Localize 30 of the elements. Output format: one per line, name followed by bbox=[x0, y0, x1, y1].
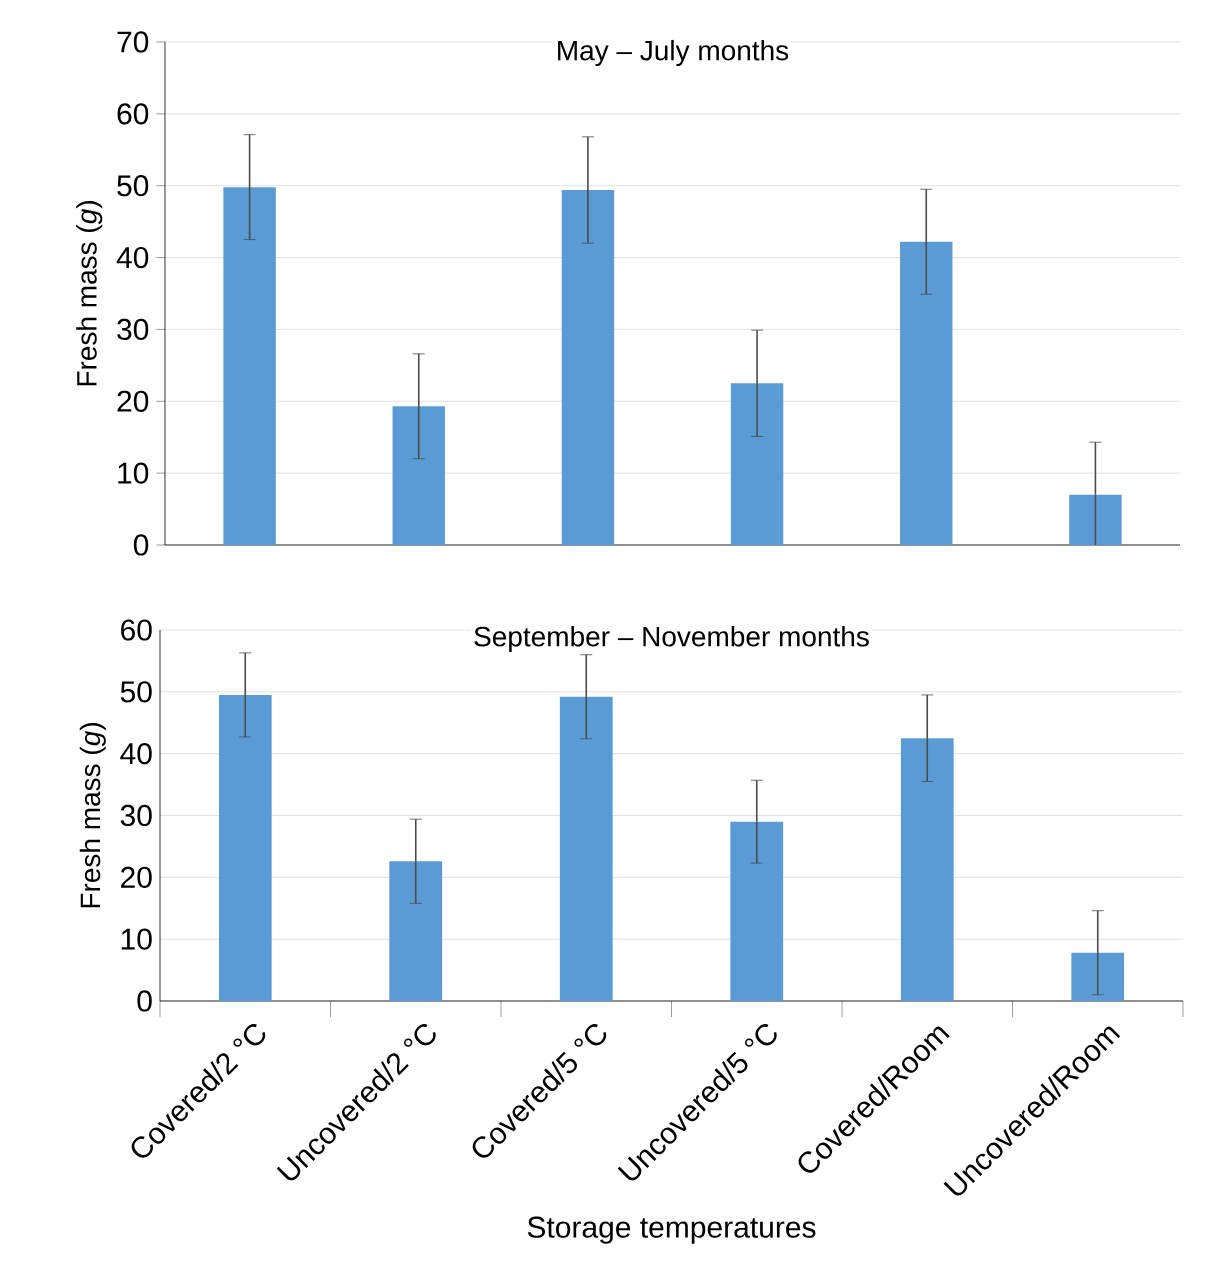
y-tick-label: 30 bbox=[120, 804, 152, 827]
x-axis-title: Storage temperatures bbox=[527, 1216, 816, 1244]
bar bbox=[218, 694, 272, 1001]
y-tick-label: 50 bbox=[117, 175, 149, 197]
y-axis-title: Fresh mass (g) bbox=[79, 723, 106, 908]
y-tick-label: 10 bbox=[118, 462, 149, 484]
y-tick-label: 20 bbox=[121, 866, 152, 888]
y-tick-label: 60 bbox=[117, 103, 149, 125]
y-tick-label: 30 bbox=[117, 318, 149, 341]
chart-title: May – July months bbox=[558, 39, 789, 67]
y-tick-label: 40 bbox=[116, 246, 149, 269]
bar bbox=[559, 696, 613, 1001]
y-tick-label: 0 bbox=[137, 990, 152, 1012]
y-tick-label: 20 bbox=[117, 390, 149, 412]
y-tick-label: 40 bbox=[120, 743, 152, 765]
chart-title: September – November months bbox=[474, 625, 869, 653]
bar bbox=[223, 187, 276, 545]
y-tick-label: 70 bbox=[117, 31, 149, 53]
y-tick-label: 60 bbox=[121, 619, 152, 641]
bar bbox=[392, 406, 445, 545]
bar bbox=[730, 383, 784, 545]
y-tick-label: 50 bbox=[120, 681, 152, 703]
y-tick-label: 10 bbox=[121, 928, 152, 950]
bar bbox=[561, 190, 615, 545]
bar bbox=[900, 738, 954, 1001]
bar bbox=[730, 821, 784, 1001]
bar bbox=[389, 861, 443, 1001]
y-tick-label: 0 bbox=[133, 534, 149, 556]
y-axis-title: Fresh mass (g) bbox=[76, 201, 103, 386]
bar bbox=[900, 241, 953, 545]
